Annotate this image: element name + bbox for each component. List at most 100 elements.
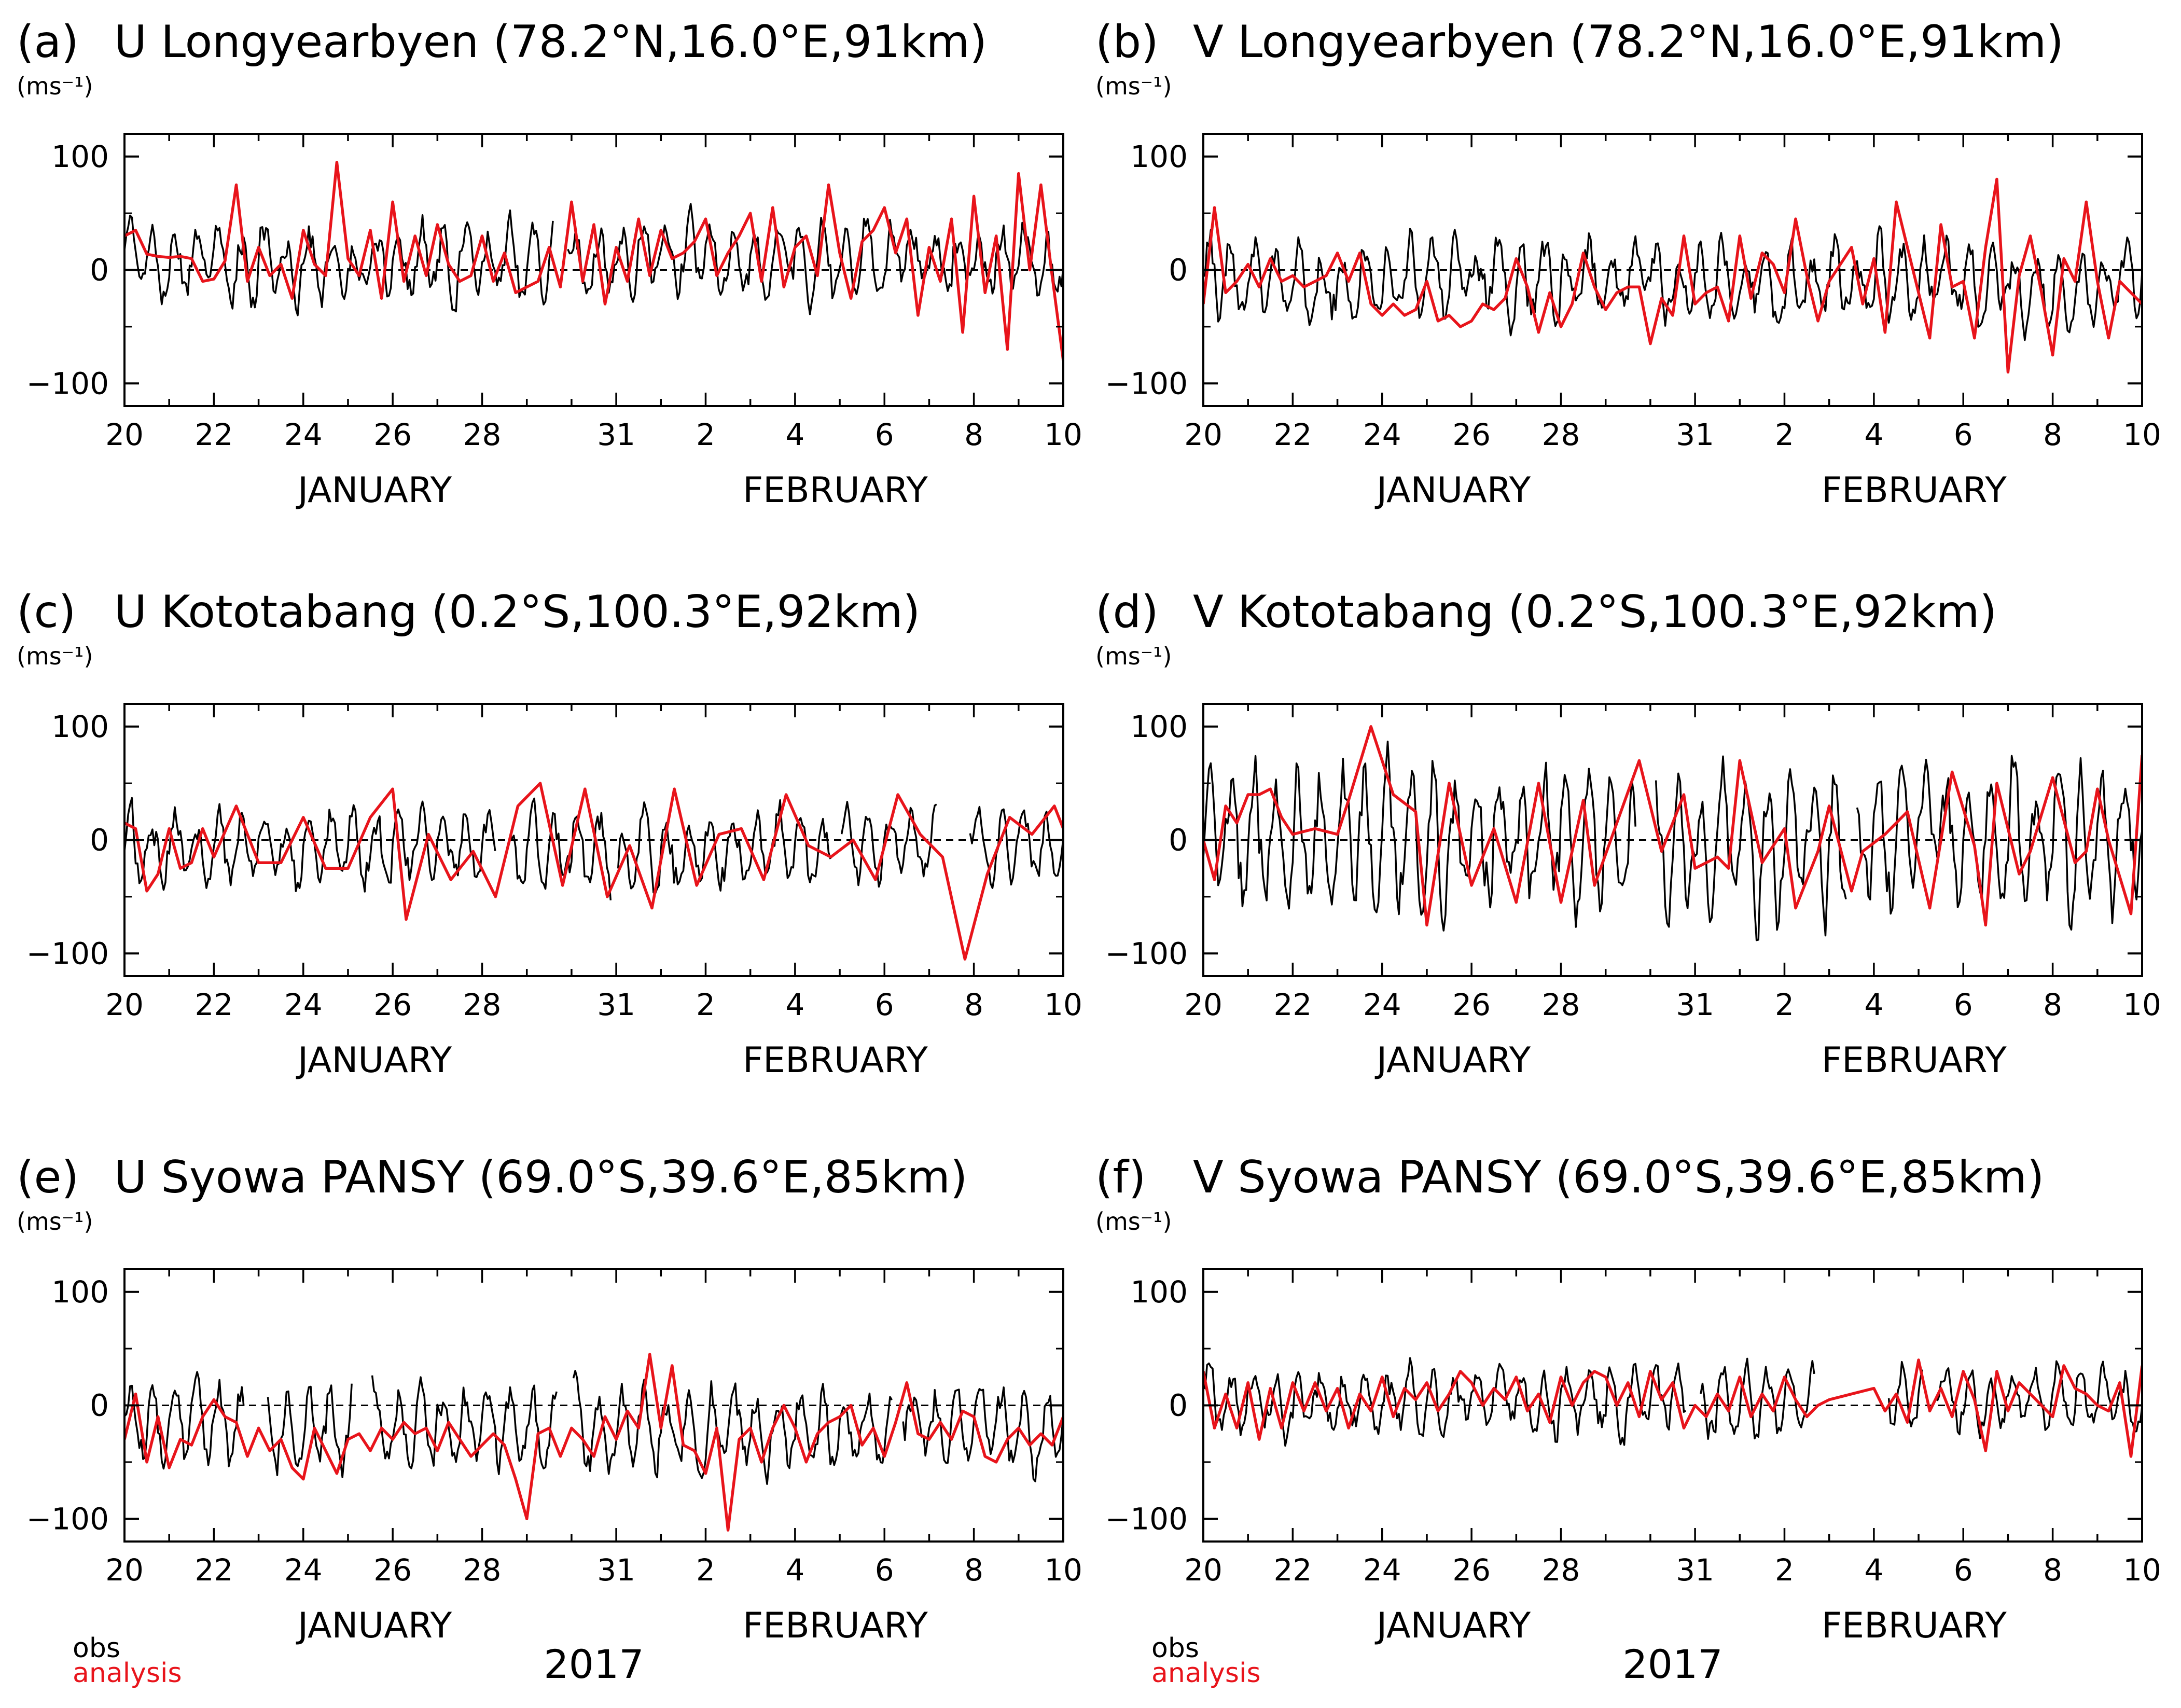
panel-title: U Longyearbyen (78.2°N,16.0°E,91km)	[114, 16, 987, 68]
panel-title: V Longyearbyen (78.2°N,16.0°E,91km)	[1193, 16, 2064, 68]
x-tick-label: 8	[964, 1552, 983, 1588]
month-label-february: FEBRUARY	[743, 1605, 928, 1646]
x-tick-label: 2	[1775, 987, 1794, 1022]
x-tick-label: 31	[597, 417, 635, 452]
x-tick-label: 4	[785, 987, 804, 1022]
series-analysis	[1203, 725, 2142, 927]
x-tick-label: 4	[785, 1552, 804, 1588]
x-tick-label: 4	[1864, 417, 1883, 452]
x-tick-label: 28	[1542, 987, 1580, 1022]
x-tick-label: 2	[1775, 417, 1794, 452]
series-analysis	[1203, 177, 2142, 374]
month-label-february: FEBRUARY	[743, 470, 928, 511]
month-label-january: JANUARY	[296, 470, 452, 511]
y-tick-label: 100	[51, 709, 109, 744]
x-tick-label: 26	[1452, 417, 1491, 452]
x-tick-label: 8	[2043, 1552, 2062, 1588]
x-tick-label: 26	[1452, 1552, 1491, 1588]
x-tick-label: 10	[1044, 987, 1082, 1022]
x-tick-label: 28	[463, 417, 502, 452]
month-label-january: JANUARY	[296, 1040, 452, 1081]
x-tick-label: 22	[1273, 417, 1312, 452]
y-tick-label: 0	[90, 253, 109, 288]
y-tick-label: −100	[1105, 366, 1188, 401]
panel-title: V Syowa PANSY (69.0°S,39.6°E,85km)	[1193, 1151, 2044, 1203]
x-tick-label: 20	[105, 1552, 144, 1588]
y-unit-label: (ms⁻¹)	[17, 642, 93, 670]
series-obs	[1203, 740, 2142, 941]
panel-label: (b)	[1095, 16, 1159, 68]
panel-label: (a)	[17, 16, 79, 68]
x-tick-label: 10	[1044, 1552, 1082, 1588]
panel-label: (c)	[17, 586, 76, 638]
x-tick-label: 10	[2123, 417, 2161, 452]
x-tick-label: 6	[875, 1552, 894, 1588]
x-tick-label: 2	[1775, 1552, 1794, 1588]
month-label-january: JANUARY	[1374, 1605, 1531, 1646]
series-obs	[124, 1370, 1063, 1485]
panel-label: (f)	[1095, 1151, 1146, 1203]
legend-analysis: analysis	[1151, 1658, 1261, 1689]
y-tick-label: 0	[1169, 253, 1188, 288]
y-tick-label: 100	[51, 1274, 109, 1310]
x-tick-label: 31	[597, 1552, 635, 1588]
x-tick-label: 24	[284, 417, 323, 452]
panel-label: (d)	[1095, 586, 1159, 638]
x-tick-label: 22	[1273, 987, 1312, 1022]
y-tick-label: 0	[1169, 1388, 1188, 1423]
legend-obs: obs	[73, 1633, 120, 1664]
series-analysis	[1203, 1358, 2142, 1458]
month-label-february: FEBRUARY	[1822, 1605, 2007, 1646]
series-obs	[124, 203, 1063, 316]
x-tick-label: 31	[1676, 417, 1714, 452]
x-tick-label: 4	[1864, 1552, 1883, 1588]
x-tick-label: 22	[195, 1552, 233, 1588]
x-tick-label: 26	[373, 987, 412, 1022]
x-tick-label: 6	[875, 987, 894, 1022]
x-tick-label: 24	[1363, 417, 1401, 452]
x-tick-label: 20	[1184, 1552, 1223, 1588]
panel-b: (b) V Longyearbyen (78.2°N,16.0°E,91km) (m…	[1095, 16, 2161, 511]
x-tick-label: 31	[597, 987, 635, 1022]
panel-label: (e)	[17, 1151, 79, 1203]
x-tick-label: 6	[1954, 1552, 1973, 1588]
panel-a: (a) U Longyearbyen (78.2°N,16.0°E,91km) (m…	[17, 16, 1082, 511]
y-tick-label: −100	[1105, 936, 1188, 971]
y-unit-label: (ms⁻¹)	[1095, 642, 1172, 670]
x-tick-label: 24	[1363, 987, 1401, 1022]
y-tick-label: −100	[26, 936, 109, 971]
x-tick-label: 24	[1363, 1552, 1401, 1588]
month-label-february: FEBRUARY	[743, 1040, 928, 1081]
y-unit-label: (ms⁻¹)	[1095, 72, 1172, 100]
y-tick-label: 100	[1130, 139, 1188, 174]
series-obs	[1203, 1357, 2142, 1447]
x-tick-label: 20	[105, 417, 144, 452]
legend-analysis: analysis	[73, 1658, 182, 1689]
year-label: 2017	[1622, 1641, 1722, 1687]
x-tick-label: 10	[1044, 417, 1082, 452]
x-tick-label: 20	[105, 987, 144, 1022]
y-unit-label: (ms⁻¹)	[17, 72, 93, 100]
month-label-february: FEBRUARY	[1822, 470, 2007, 511]
x-tick-label: 22	[195, 417, 233, 452]
y-unit-label: (ms⁻¹)	[17, 1207, 93, 1235]
series-obs	[1203, 225, 2142, 341]
x-tick-label: 4	[785, 417, 804, 452]
panel-f: (f) V Syowa PANSY (69.0°S,39.6°E,85km) (ms…	[1095, 1151, 2161, 1646]
x-tick-label: 4	[1864, 987, 1883, 1022]
y-tick-label: 0	[90, 823, 109, 858]
panel-e: (e) U Syowa PANSY (69.0°S,39.6°E,85km) (ms…	[17, 1151, 1082, 1646]
x-tick-label: 20	[1184, 987, 1223, 1022]
month-label-january: JANUARY	[1374, 470, 1531, 511]
x-tick-label: 28	[1542, 1552, 1580, 1588]
y-tick-label: 100	[1130, 709, 1188, 744]
y-unit-label: (ms⁻¹)	[1095, 1207, 1172, 1235]
month-label-february: FEBRUARY	[1822, 1040, 2007, 1081]
x-tick-label: 10	[2123, 987, 2161, 1022]
panel-d: (d) V Kototabang (0.2°S,100.3°E,92km) (ms⁻…	[1095, 586, 2161, 1081]
panel-title: V Kototabang (0.2°S,100.3°E,92km)	[1193, 586, 1997, 638]
series-obs	[124, 797, 1063, 900]
panel-c: (c) U Kototabang (0.2°S,100.3°E,92km) (ms⁻…	[17, 586, 1082, 1081]
